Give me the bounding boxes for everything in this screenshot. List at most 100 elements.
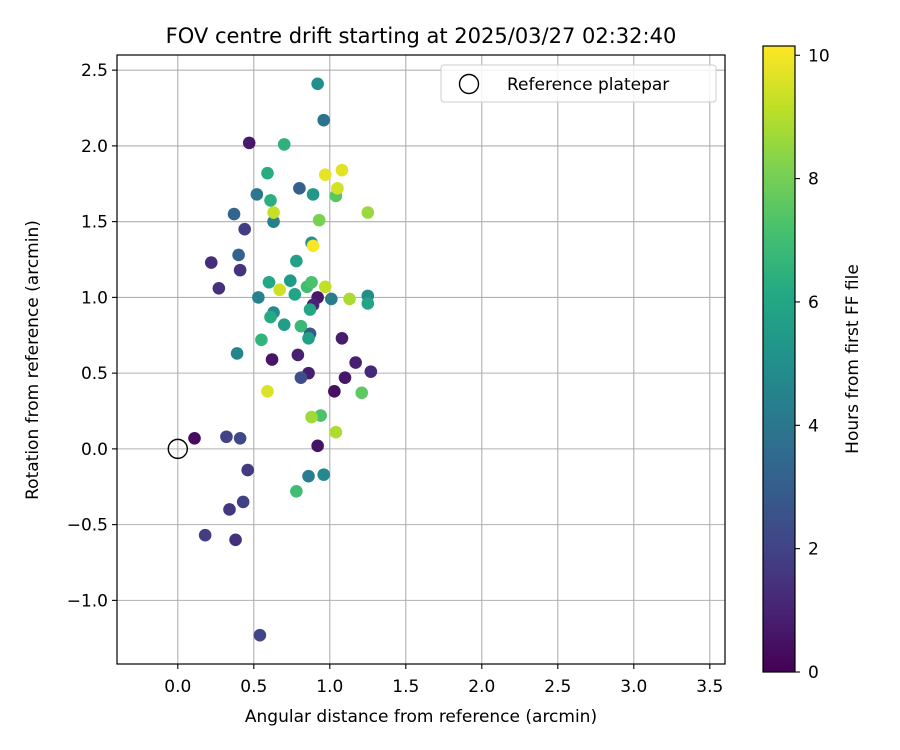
data-point <box>265 353 279 366</box>
reference-point <box>167 438 189 460</box>
data-point <box>331 182 344 195</box>
x-tick-label: 1.0 <box>316 677 343 697</box>
legend-marker-open-circle <box>458 73 480 95</box>
colorbar-tick-label: 10 <box>808 46 830 66</box>
data-point <box>267 206 280 219</box>
data-point <box>238 222 251 236</box>
x-tick-label: 3.0 <box>620 677 647 697</box>
data-point <box>349 356 362 369</box>
data-point <box>273 283 286 297</box>
data-point <box>318 280 332 294</box>
data-point <box>343 292 356 306</box>
grid-lines <box>117 55 725 664</box>
data-point <box>318 168 332 181</box>
y-axis-title: Rotation from reference (arcmin) <box>23 220 43 500</box>
data-point <box>250 188 264 201</box>
data-point <box>233 431 247 445</box>
data-point <box>277 138 291 151</box>
data-point <box>311 439 324 453</box>
data-point <box>277 318 291 331</box>
colorbar-tick-label: 4 <box>808 416 819 436</box>
data-point <box>335 163 349 177</box>
legend: Reference platepar <box>440 64 717 103</box>
data-point <box>303 303 317 316</box>
data-point <box>361 297 375 310</box>
data-points <box>188 77 378 642</box>
data-point <box>338 371 352 384</box>
colorbar-tick-label: 6 <box>808 293 819 313</box>
x-axis-title: Angular distance from reference (arcmin) <box>245 707 597 727</box>
x-tick-label: 2.0 <box>468 677 495 697</box>
data-point <box>305 275 318 289</box>
colorbar-title: Hours from first FF file <box>843 264 863 454</box>
reference-layer <box>167 438 189 460</box>
y-tick-label: 1.5 <box>81 213 108 233</box>
data-point <box>267 215 280 228</box>
data-point <box>355 386 369 400</box>
data-point <box>227 207 241 221</box>
legend-box <box>440 64 717 103</box>
data-point <box>290 254 303 268</box>
data-point <box>261 166 274 180</box>
data-point <box>188 431 201 445</box>
data-point <box>198 528 212 542</box>
data-point <box>294 371 308 384</box>
y-tick-label: 0.5 <box>81 364 108 384</box>
x-axis-ticks: 0.0 0.5 1.0 1.5 2.0 2.5 3.0 3.5 <box>164 664 723 697</box>
data-point <box>291 348 305 362</box>
data-point <box>212 281 226 295</box>
y-tick-label: −0.5 <box>67 516 108 536</box>
y-tick-label: 0.0 <box>81 440 108 460</box>
data-point <box>329 425 343 439</box>
data-point <box>325 292 338 306</box>
data-point <box>306 188 320 201</box>
data-point <box>290 484 303 498</box>
data-point <box>361 206 375 219</box>
data-point <box>305 410 318 424</box>
data-point <box>264 310 277 324</box>
data-point <box>229 533 242 547</box>
chart-title: FOV centre drift starting at 2025/03/27 … <box>166 24 677 48</box>
colorbar <box>762 45 796 673</box>
data-point <box>283 274 297 288</box>
data-point <box>253 628 267 642</box>
data-point <box>293 182 306 195</box>
data-point <box>204 256 218 269</box>
y-tick-label: 2.0 <box>81 137 108 157</box>
data-point <box>261 385 274 398</box>
y-tick-label: 2.5 <box>81 61 108 81</box>
data-point <box>306 239 320 253</box>
data-point <box>302 331 315 345</box>
data-point <box>255 333 268 347</box>
data-point <box>264 194 277 207</box>
data-point <box>223 503 236 516</box>
data-point <box>236 495 250 509</box>
data-point <box>335 331 349 345</box>
data-point <box>328 385 341 398</box>
data-point <box>233 263 247 277</box>
x-tick-label: 0.5 <box>240 677 267 697</box>
data-point <box>252 291 265 304</box>
y-tick-label: 1.0 <box>81 288 108 308</box>
data-point <box>317 113 331 127</box>
data-point <box>242 136 256 150</box>
x-tick-label: 0.0 <box>164 677 191 697</box>
x-tick-label: 1.5 <box>392 677 419 697</box>
data-point <box>311 77 324 91</box>
data-point <box>312 213 326 227</box>
data-point <box>232 248 245 262</box>
data-point <box>230 347 244 360</box>
x-tick-label: 3.5 <box>696 677 723 697</box>
colorbar-tick-label: 0 <box>808 663 819 683</box>
data-point <box>294 319 308 333</box>
data-point <box>302 469 315 483</box>
colorbar-tick-label: 8 <box>808 170 819 190</box>
colorbar-ticks: 0 2 4 6 8 10 <box>795 46 830 683</box>
data-point <box>241 463 255 477</box>
data-point <box>288 288 302 301</box>
legend-label: Reference platepar <box>507 75 669 95</box>
plot-frame <box>116 54 726 665</box>
